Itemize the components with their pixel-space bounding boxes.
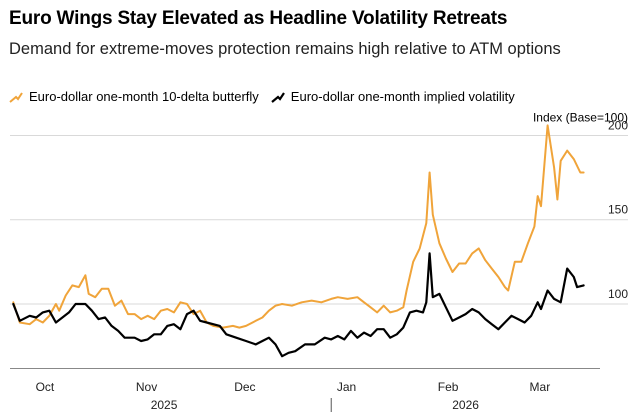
y-axis-ticks: 100 150 200 [608, 118, 628, 300]
gridlines [10, 134, 628, 305]
legend-label-implied-vol: Euro-dollar one-month implied volatility [290, 89, 515, 104]
chart-title: Euro Wings Stay Elevated as Headline Vol… [9, 8, 508, 29]
y-tick-label: 100 [608, 287, 628, 301]
year-label: 2026 [452, 398, 479, 412]
year-label: 2025 [151, 398, 178, 412]
x-tick-label: Oct [36, 380, 55, 394]
y-tick-label: 200 [608, 118, 628, 132]
legend-item-implied-vol: Euro-dollar one-month implied volatility [271, 89, 515, 104]
legend-swatch-butterfly [9, 91, 23, 103]
x-tick-label: Jan [337, 380, 356, 394]
series-line-implied-vol [12, 252, 585, 358]
legend: Euro-dollar one-month 10-delta butterfly… [9, 89, 527, 104]
y-tick-label: 150 [608, 203, 628, 217]
x-tick-label: Dec [234, 380, 255, 394]
series-lines [12, 124, 585, 358]
legend-item-butterfly: Euro-dollar one-month 10-delta butterfly [9, 89, 259, 104]
x-axis: Oct Nov Dec Jan Feb Mar 2025 2026 [10, 368, 600, 412]
legend-label-butterfly: Euro-dollar one-month 10-delta butterfly [29, 89, 259, 104]
legend-swatch-implied-vol [271, 91, 285, 103]
series-line-butterfly [12, 124, 585, 329]
x-tick-label: Mar [530, 380, 551, 394]
y-axis-unit-label: Index (Base=100) [533, 110, 628, 124]
x-tick-label: Nov [136, 380, 157, 394]
chart-subtitle: Demand for extreme-moves protection rema… [9, 40, 561, 58]
x-tick-label: Feb [438, 380, 459, 394]
